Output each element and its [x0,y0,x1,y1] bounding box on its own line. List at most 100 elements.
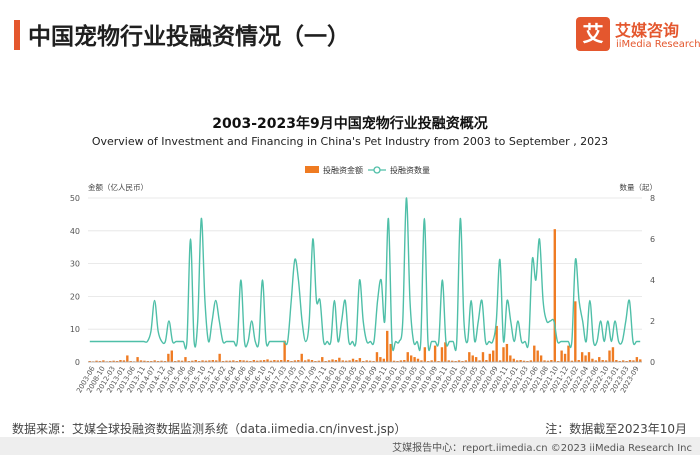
amount-bar [382,358,385,362]
amount-bar [598,357,601,362]
amount-bar [389,343,392,362]
amount-bar [481,352,485,362]
amount-bar [235,361,238,362]
amount-bar [437,361,440,362]
amount-bar [587,352,591,362]
amount-bar [197,361,201,362]
amount-bar [249,361,252,362]
legend-amount-swatch [305,166,319,173]
amount-bar [208,360,211,362]
y-tick-left: 10 [70,325,80,334]
amount-bar [153,360,156,362]
amount-bar [427,361,430,362]
amount-bar [433,345,437,362]
amount-bar [338,357,341,362]
amount-bar [621,360,625,362]
amount-bar [635,357,639,362]
amount-bar [174,361,177,362]
amount-bar [505,343,509,362]
amount-bar [372,361,375,362]
amount-bar [98,361,102,362]
amount-bar [262,360,266,362]
amount-bar [515,360,519,362]
amount-bar [184,357,187,362]
amount-bar [403,360,406,362]
data-source: 数据来源：艾媒全球投融资数据监测系统（data.iimedia.cn/inves… [12,422,407,436]
amount-bar [536,350,539,362]
x-tick-labels: 2003-062008-102012-032013-012013-062013-… [75,365,640,395]
amount-bars [88,229,642,362]
amount-bar [557,361,560,362]
title-accent-bar [14,20,20,50]
legend-count-label: 投融资数量 [390,165,430,175]
amount-bar [368,360,372,362]
amount-bar [211,360,215,362]
y-tick-left: 30 [70,260,80,269]
bottom-strip: 艾媒报告中心：report.iimedia.cn ©2023 iiMedia R… [0,437,700,455]
y-ticks-right: 0 2 4 6 8 [650,194,655,367]
amount-bar [238,360,242,362]
y-tick-right: 8 [650,194,655,203]
amount-bar [167,353,170,362]
amount-bar [406,352,409,362]
amount-bar [440,347,444,362]
amount-bar [310,360,314,362]
amount-bar [280,360,283,362]
amount-bar [136,357,139,362]
amount-bar [519,360,522,362]
amount-bar [321,357,324,362]
logo-mark: 艾 [576,17,610,51]
y-tick-left: 20 [70,292,80,301]
amount-bar [259,360,262,362]
amount-bar [303,360,307,362]
amount-bar [232,360,235,362]
amount-bar [539,355,543,362]
amount-bar [420,360,423,362]
amount-bar [324,361,327,362]
y-tick-right: 0 [650,358,655,367]
amount-bar [283,340,286,362]
amount-bar [563,353,567,362]
amount-bar [533,345,536,362]
data-note: 注：数据截至2023年10月 [545,422,687,436]
amount-bar [187,361,191,362]
amount-bar [331,359,334,362]
amount-bar [362,361,365,362]
amount-bar [143,360,146,362]
amount-bar [550,360,553,362]
amount-bar [286,360,290,362]
amount-bar [413,357,416,362]
amount-bar [146,361,150,362]
amount-bar [242,360,245,362]
amount-bar [215,360,218,362]
amount-bar [191,360,194,362]
amount-bar [293,360,297,362]
amount-bar [201,360,204,362]
amount-bar [245,360,249,362]
amount-bar [297,360,300,362]
amount-bar [177,360,180,362]
amount-bar [474,357,478,362]
y-tick-left: 40 [70,227,80,236]
amount-bar [95,360,98,362]
amount-bar [139,360,143,362]
amount-bar [307,359,310,362]
amount-bar [365,360,368,362]
amount-bar [396,361,399,362]
y-ticks-left: 0 10 20 30 40 50 [70,194,80,367]
amount-bar [464,360,468,362]
amount-bar [618,361,621,362]
logo-name-en: iiMedia Research [616,39,700,50]
amount-bar [379,357,382,362]
amount-bar [150,361,153,362]
amount-bar [560,350,563,362]
amount-bar [574,301,577,362]
amount-bar [273,360,276,362]
amount-bar [526,361,529,362]
amount-bar [625,361,628,362]
amount-bar [553,229,556,362]
y-tick-right: 2 [650,317,655,326]
amount-bar [430,360,433,362]
amount-bar [584,355,587,362]
